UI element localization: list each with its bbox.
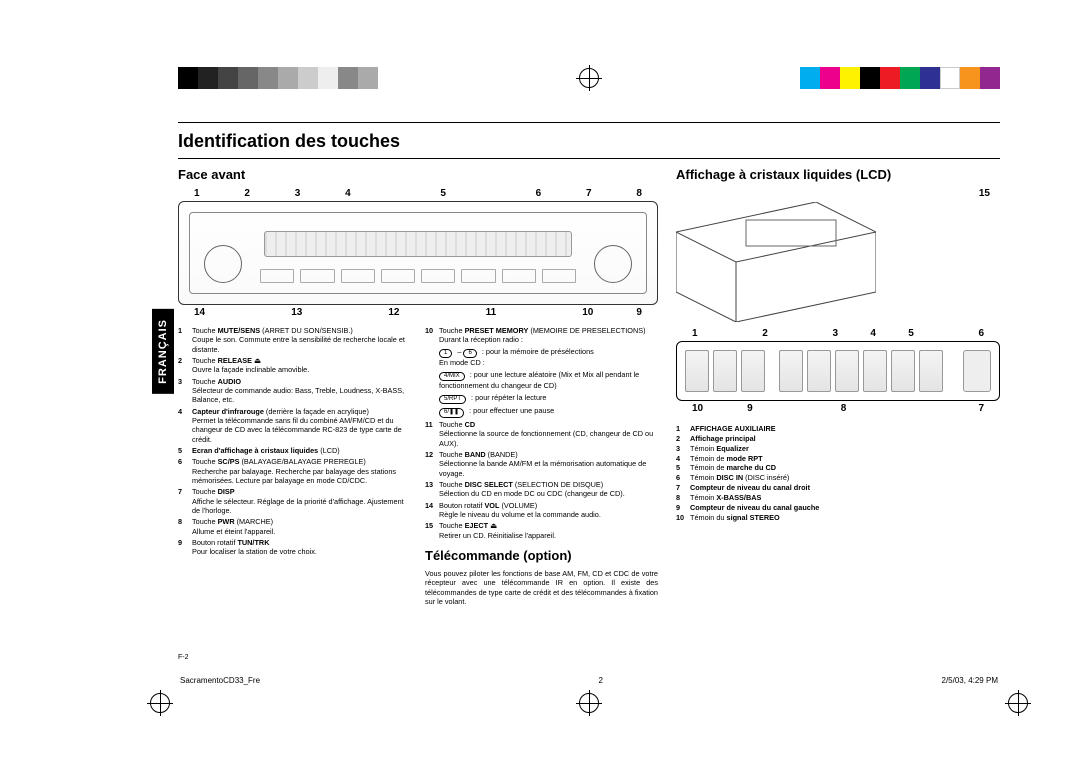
remote-body: Vous pouvez piloter les fonctions de bas… xyxy=(425,569,658,607)
registration-mark-icon xyxy=(579,693,599,713)
page-title: Identification des touches xyxy=(178,123,1000,159)
remote-heading: Télécommande (option) xyxy=(425,548,658,563)
page-number: 2 xyxy=(599,676,603,685)
front-bottom-callouts: 14131211109 xyxy=(178,307,658,318)
lcd-bottom-callouts: 10987 xyxy=(676,403,1000,414)
timestamp: 2/5/03, 4:29 PM xyxy=(942,676,998,685)
color-strip-right xyxy=(800,67,1000,89)
corner-illustration xyxy=(676,202,876,322)
lcd-section: Affichage à cristaux liquides (LCD) 15 1… xyxy=(676,167,1000,607)
registration-mark-icon xyxy=(150,693,170,713)
page-label: F-2 xyxy=(178,654,189,661)
front-desc-right: 10Touche PRESET MEMORY (MEMOIRE DE PRESE… xyxy=(425,326,658,540)
language-tab: FRANÇAIS xyxy=(152,309,174,394)
front-top-callouts: 12345678 xyxy=(178,188,658,199)
registration-mark-icon xyxy=(579,68,599,88)
color-strip-left xyxy=(178,67,378,89)
remote-section: Télécommande (option) Vous pouvez pilote… xyxy=(425,548,658,607)
lcd-figure xyxy=(676,341,1000,401)
lcd-aux-num: 15 xyxy=(886,188,1000,199)
lcd-desc-list: 1AFFICHAGE AUXILIAIRE2Affichage principa… xyxy=(676,424,1000,522)
front-panel-figure xyxy=(178,201,658,305)
lcd-heading: Affichage à cristaux liquides (LCD) xyxy=(676,167,1000,182)
front-desc-left: 1Touche MUTE/SENS (ARRET DU SON/SENSIB.)… xyxy=(178,326,411,557)
page-frame: FRANÇAIS Identification des touches Face… xyxy=(178,122,1000,685)
front-panel-section: Face avant 12345678 14131211109 1Touche … xyxy=(178,167,658,607)
registration-mark-icon xyxy=(1008,693,1028,713)
printer-bottom-bar xyxy=(178,687,1000,719)
front-heading: Face avant xyxy=(178,167,658,182)
printer-top-bar xyxy=(178,60,1000,96)
lcd-top-callouts: 123456 xyxy=(676,328,1000,339)
doc-name: SacramentoCD33_Fre xyxy=(180,676,260,685)
page-footer: SacramentoCD33_Fre 2 2/5/03, 4:29 PM xyxy=(178,670,1000,685)
